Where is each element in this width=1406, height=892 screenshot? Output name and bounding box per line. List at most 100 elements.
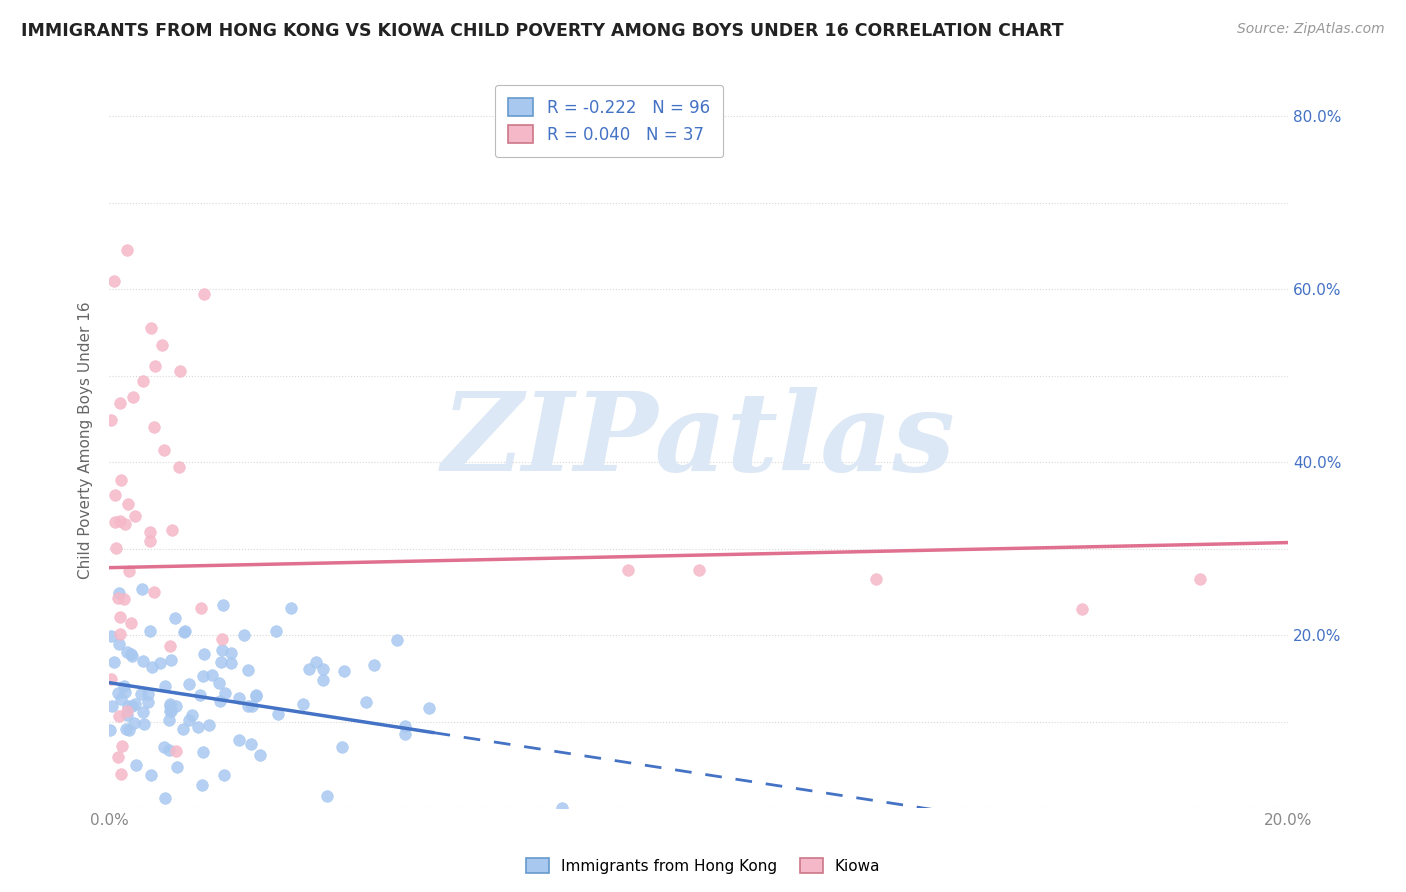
- Point: [191, 778, 214, 792]
- Point: [98, 723, 121, 738]
- Point: [356, 695, 378, 709]
- Point: [187, 721, 209, 735]
- Point: [165, 744, 187, 758]
- Point: [1071, 602, 1094, 616]
- Point: [143, 359, 166, 374]
- Text: Source: ZipAtlas.com: Source: ZipAtlas.com: [1237, 22, 1385, 37]
- Point: [211, 632, 233, 646]
- Point: [191, 669, 214, 683]
- Point: [153, 791, 176, 805]
- Point: [865, 572, 887, 586]
- Point: [193, 286, 215, 301]
- Point: [115, 708, 138, 723]
- Point: [139, 624, 162, 638]
- Point: [264, 624, 287, 638]
- Point: [152, 739, 174, 754]
- Point: [157, 743, 180, 757]
- Point: [118, 564, 141, 578]
- Point: [193, 647, 215, 661]
- Point: [394, 719, 416, 733]
- Point: [551, 801, 574, 815]
- Point: [112, 679, 135, 693]
- Point: [418, 701, 440, 715]
- Point: [100, 698, 122, 713]
- Point: [108, 637, 131, 651]
- Point: [173, 624, 195, 639]
- Point: [120, 647, 142, 661]
- Point: [240, 737, 263, 751]
- Point: [107, 686, 129, 700]
- Point: [110, 473, 132, 487]
- Point: [110, 691, 132, 706]
- Point: [108, 627, 131, 641]
- Point: [190, 601, 212, 615]
- Point: [124, 697, 146, 711]
- Point: [179, 677, 201, 691]
- Point: [172, 722, 194, 736]
- Point: [103, 515, 125, 529]
- Point: [104, 488, 127, 502]
- Point: [115, 704, 138, 718]
- Point: [122, 715, 145, 730]
- Point: [136, 687, 159, 701]
- Point: [617, 563, 640, 577]
- Point: [121, 648, 143, 663]
- Point: [208, 693, 231, 707]
- Point: [152, 442, 174, 457]
- Point: [330, 740, 353, 755]
- Point: [159, 704, 181, 718]
- Point: [312, 673, 335, 687]
- Point: [139, 768, 162, 782]
- Point: [181, 708, 204, 723]
- Point: [188, 688, 211, 702]
- Point: [115, 244, 138, 258]
- Point: [165, 699, 187, 714]
- Point: [131, 582, 153, 597]
- Point: [160, 523, 183, 537]
- Point: [363, 658, 385, 673]
- Point: [114, 723, 136, 737]
- Point: [103, 274, 125, 288]
- Point: [1188, 572, 1211, 586]
- Point: [114, 685, 136, 699]
- Point: [159, 639, 181, 653]
- Point: [245, 688, 267, 702]
- Point: [112, 591, 135, 606]
- Point: [312, 662, 335, 676]
- Point: [240, 699, 263, 714]
- Point: [191, 745, 214, 759]
- Point: [212, 598, 235, 612]
- Point: [141, 660, 163, 674]
- Point: [129, 687, 152, 701]
- Point: [138, 525, 160, 540]
- Point: [121, 390, 143, 404]
- Point: [280, 600, 302, 615]
- Point: [121, 698, 143, 713]
- Text: IMMIGRANTS FROM HONG KONG VS KIOWA CHILD POVERTY AMONG BOYS UNDER 16 CORRELATION: IMMIGRANTS FROM HONG KONG VS KIOWA CHILD…: [21, 22, 1064, 40]
- Point: [394, 727, 416, 741]
- Legend: R = -0.222   N = 96, R = 0.040   N = 37: R = -0.222 N = 96, R = 0.040 N = 37: [495, 85, 723, 157]
- Point: [132, 705, 155, 719]
- Point: [159, 699, 181, 714]
- Point: [103, 655, 125, 669]
- Point: [108, 609, 131, 624]
- Point: [198, 718, 221, 732]
- Point: [132, 655, 155, 669]
- Point: [136, 694, 159, 708]
- Point: [108, 586, 131, 600]
- Point: [111, 739, 134, 754]
- Point: [173, 624, 195, 639]
- Point: [385, 633, 408, 648]
- Point: [228, 690, 250, 705]
- Point: [298, 662, 321, 676]
- Text: ZIPatlas: ZIPatlas: [441, 387, 956, 494]
- Point: [105, 541, 128, 556]
- Point: [169, 459, 191, 474]
- Point: [157, 713, 180, 727]
- Point: [228, 732, 250, 747]
- Point: [124, 508, 146, 523]
- Point: [159, 697, 181, 711]
- Point: [333, 664, 356, 678]
- Point: [132, 716, 155, 731]
- Point: [108, 514, 131, 528]
